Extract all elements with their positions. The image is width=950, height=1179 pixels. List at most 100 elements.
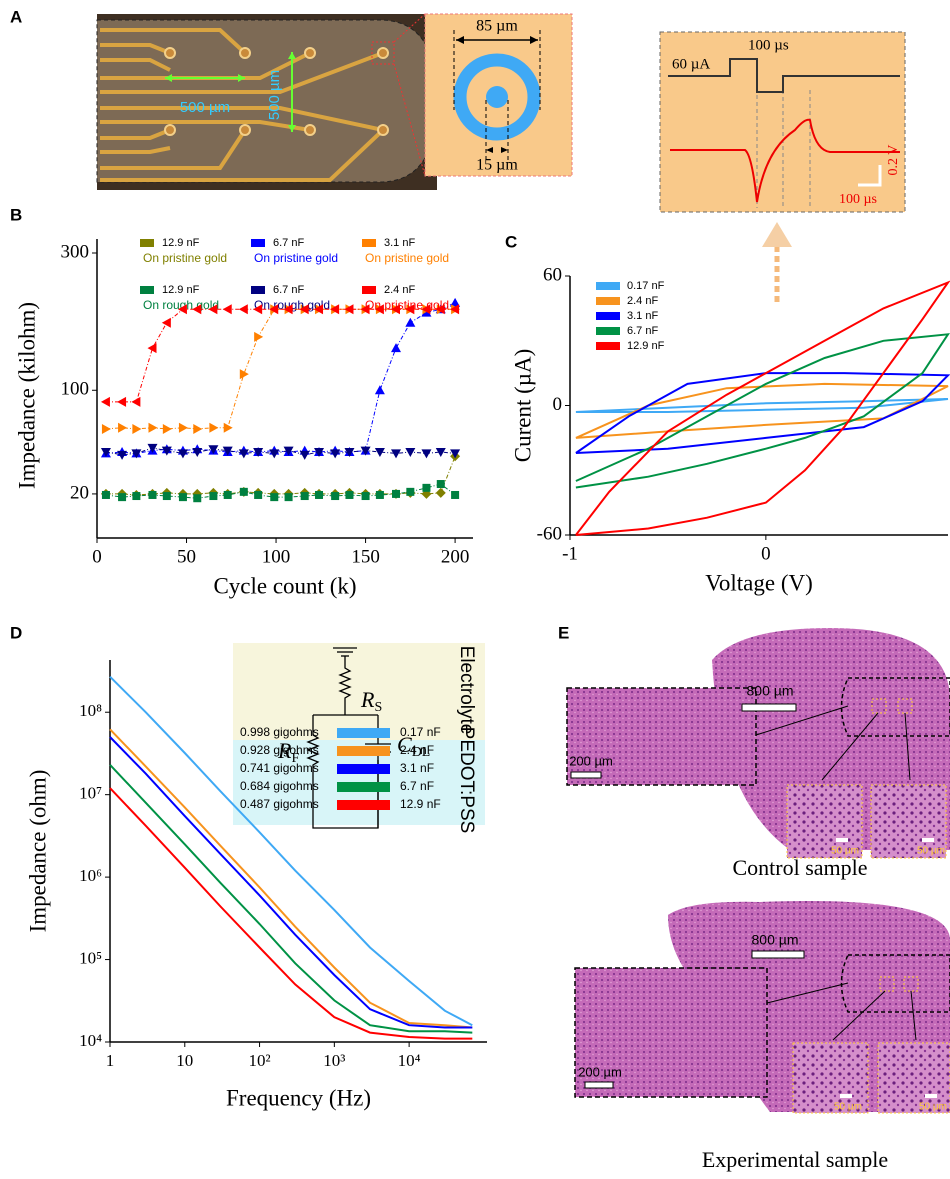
legend-label: 6.7 nF [273,237,304,249]
scale-label: 500 µm [180,99,230,116]
dimension-label: 85 µm [476,18,518,35]
legend-resistance: 0.741 gigohms [240,761,319,775]
legend-label: 2.4 nF [400,743,434,757]
marker [193,424,202,434]
series-line [106,309,455,429]
marker [375,385,385,394]
scale-label: 800 µm [752,932,799,948]
legend-swatch [140,239,154,247]
marker [163,424,172,434]
legend-label: 6.7 nF [400,779,434,793]
legend-label: 12.9 nF [400,797,441,811]
marker [162,318,171,328]
marker [179,493,187,501]
scale-label: 200 µm [569,753,613,768]
marker [451,491,459,499]
caption: Control sample [732,855,867,880]
legend-label: 6.7 nF [627,325,658,337]
panel-label: D [10,623,22,642]
legend-swatch [140,286,154,294]
scale-label: 800 µm [747,683,794,699]
x-tick-label: 50 [177,546,196,567]
legend-sublabel: On pristine gold [365,251,449,265]
marker [102,424,111,434]
scale-label: 50 µm [919,1102,947,1113]
x-tick-label: 10² [249,1051,271,1070]
legend-label: 2.4 nF [384,284,415,296]
marker [132,492,140,500]
marker [149,423,158,433]
legend-label: 12.9 nF [627,340,665,352]
marker [270,493,278,501]
probe-photo: 500 µm 500 µm [97,14,437,190]
panel-label: A [10,7,22,26]
region-label: PEDOT:PSS [456,727,477,834]
y-tick-label: 10⁵ [79,948,102,967]
marker [149,491,157,499]
marker [436,488,446,498]
symbol: R [360,687,375,712]
panel-label: E [558,623,569,642]
marker [131,397,140,407]
legend-label: 6.7 nF [273,284,304,296]
legend-label: 3.1 nF [627,310,658,322]
marker [254,491,262,499]
legend-sublabel: On pristine gold [143,251,227,265]
legend-sublabel: On pristine gold [365,298,449,312]
y-tick-label: 10⁶ [79,866,102,885]
legend-resistance: 0.928 gigohms [240,743,319,757]
electrode-diagram: 85 µm 15 µm [425,14,572,176]
histology-experimental: 800 µm 200 µm 50 µm 50 µm Experimental s… [575,901,950,1172]
marker [405,448,415,457]
legend-label: 2.4 nF [627,295,658,307]
marker [315,491,323,499]
marker [240,369,249,379]
legend-resistance: 0.998 gigohms [240,725,319,739]
marker [209,492,217,500]
x-axis-label: Voltage (V) [705,570,813,595]
y-tick-label: 10⁴ [79,1031,102,1050]
legend-swatch [362,239,376,247]
y-tick-label: 10⁷ [79,784,102,803]
x-axis-label: Frequency (Hz) [226,1085,371,1110]
inset-arrow [762,222,792,302]
scale-label: 200 µm [578,1064,622,1079]
legend-swatch [362,286,376,294]
y-tick-label: 300 [61,241,90,262]
chart: 20100300050100150200Cycle count (k)Imped… [14,237,473,598]
marker [132,424,141,434]
marker [224,423,233,433]
legend-resistance: 0.684 gigohms [240,779,319,793]
x-tick-label: 150 [351,546,380,567]
subscript: S [374,700,382,715]
y-tick-label: 100 [61,379,90,400]
marker [239,304,248,314]
x-tick-label: 10 [176,1051,193,1070]
legend-resistance: 0.487 gigohms [240,797,319,811]
marker [391,343,401,352]
scale-label: 100 µs [839,192,877,207]
y-tick-label: 10⁸ [79,701,102,720]
marker [193,494,201,502]
marker [240,488,248,496]
y-tick-label: -60 [537,523,562,544]
marker [421,449,431,458]
dimension-label: 15 µm [476,157,518,174]
x-tick-label: 200 [441,546,470,567]
x-tick-label: 0 [92,546,102,567]
series-line [106,303,455,454]
legend-swatch [596,327,620,335]
series-line [576,334,948,487]
series-line [576,399,948,412]
pulse-label: 100 µs [748,37,789,53]
marker [163,492,171,500]
x-tick-label: 10⁴ [398,1051,421,1070]
x-tick-label: 0 [761,543,771,564]
series-line [106,456,455,495]
series-line [106,484,455,498]
region-label: Electrolyte [456,646,477,735]
legend-label: 12.9 nF [162,284,200,296]
legend-swatch [596,282,620,290]
legend-label: 3.1 nF [384,237,415,249]
